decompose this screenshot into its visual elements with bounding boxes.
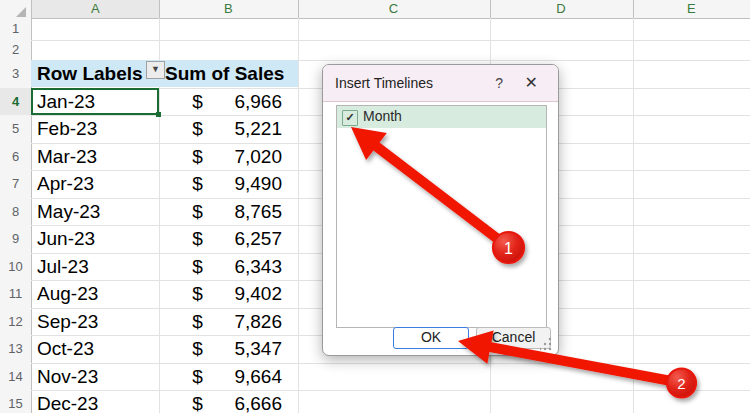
svg-text:2: 2: [677, 375, 685, 392]
